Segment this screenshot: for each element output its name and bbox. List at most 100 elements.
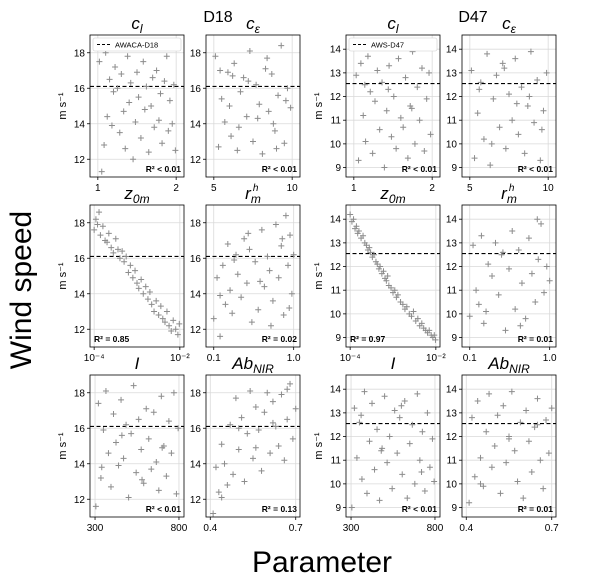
data-point [397, 114, 404, 121]
data-point [490, 95, 497, 102]
data-point [135, 94, 142, 101]
data-point [499, 249, 506, 256]
plot-frame [205, 204, 301, 348]
data-point [275, 443, 282, 449]
r2-annotation: R² < 0.01 [518, 164, 553, 174]
data-point [132, 267, 139, 274]
y-tick-label: 16 [74, 84, 86, 95]
data-point [91, 226, 98, 233]
data-point [145, 149, 152, 156]
data-point [168, 450, 175, 457]
data-point [114, 246, 121, 253]
data-point [163, 308, 170, 315]
y-tick-label: 12 [74, 155, 86, 166]
data-point [254, 115, 261, 122]
data-point [388, 133, 395, 140]
data-point [241, 478, 248, 485]
panel-title: z0m [123, 184, 149, 206]
data-point [142, 283, 149, 290]
data-point [515, 246, 522, 253]
data-point [426, 464, 433, 471]
data-point [212, 464, 219, 471]
plot-frame [461, 204, 557, 348]
y-tick-label: 13 [446, 238, 458, 249]
data-point [400, 124, 407, 131]
x-tick-label: 0.4 [203, 523, 217, 534]
data-point [367, 88, 374, 95]
data-point [402, 74, 409, 81]
data-point [540, 107, 547, 114]
data-point [521, 150, 528, 157]
data-point [269, 398, 276, 405]
data-point [488, 140, 495, 147]
data-point [483, 428, 490, 435]
data-point [122, 145, 129, 152]
data-point [112, 63, 119, 70]
data-point [278, 42, 285, 49]
data-point [258, 467, 265, 474]
data-point [106, 76, 113, 83]
r2-annotation: R² = 0.01 [518, 504, 553, 514]
plot-frame [205, 34, 301, 178]
data-point [501, 65, 508, 72]
data-point [98, 464, 105, 471]
data-point [527, 48, 534, 55]
data-point [224, 241, 231, 248]
r2-annotation: R² = 0.02 [262, 334, 297, 344]
data-point [377, 263, 384, 270]
y-tick-label: 18 [190, 218, 202, 229]
data-point [139, 476, 146, 483]
data-point [513, 100, 520, 107]
data-point [272, 423, 279, 430]
data-point [140, 480, 147, 487]
data-point [224, 69, 231, 76]
data-point [121, 258, 128, 265]
data-point [248, 319, 255, 326]
data-point [535, 256, 542, 263]
data-point [380, 268, 387, 275]
legend-box [92, 37, 182, 52]
data-point [416, 457, 423, 464]
data-point [253, 81, 260, 88]
data-point [545, 450, 552, 457]
y-tick-label: 12 [330, 92, 342, 103]
data-point [161, 319, 168, 326]
data-point [246, 47, 253, 54]
data-point [518, 280, 525, 287]
data-point [524, 103, 531, 109]
x-tick-label: 800 [171, 523, 188, 534]
data-point [528, 270, 535, 277]
data-point [157, 90, 164, 97]
data-point [480, 320, 487, 327]
data-point [474, 110, 481, 117]
data-point [389, 485, 396, 492]
data-point [96, 58, 103, 65]
data-point [358, 412, 365, 419]
y-tick-label: 12 [446, 262, 458, 273]
data-point [227, 421, 234, 428]
data-point [275, 274, 282, 281]
data-point [406, 440, 413, 447]
data-point [468, 67, 475, 74]
data-point [284, 416, 291, 423]
data-point [534, 395, 541, 402]
data-point [540, 485, 547, 492]
data-point [286, 304, 293, 311]
data-point [534, 216, 541, 223]
data-point [353, 223, 360, 230]
panel-title: I [135, 354, 140, 373]
x-tick-label: 10⁻² [426, 353, 446, 364]
y-tick-label: 18 [190, 48, 202, 59]
data-point [224, 482, 231, 489]
data-point [281, 457, 288, 464]
data-point [227, 287, 234, 294]
data-point [429, 435, 436, 442]
data-point [367, 249, 374, 256]
data-point [371, 466, 378, 473]
data-point [396, 414, 403, 421]
r2-annotation: R² = 0.13 [262, 504, 297, 514]
data-point [514, 478, 521, 485]
legend-label: AWS-D47 [371, 41, 404, 50]
y-tick-label: 12 [190, 155, 202, 166]
